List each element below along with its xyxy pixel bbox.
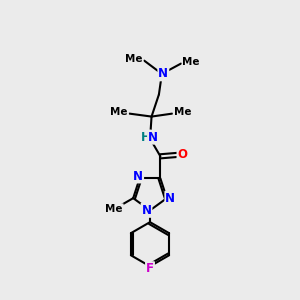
Text: N: N <box>165 192 175 205</box>
Text: Me: Me <box>105 204 123 214</box>
Text: Me: Me <box>182 57 200 67</box>
Text: Me: Me <box>174 107 191 117</box>
Text: H: H <box>141 131 151 144</box>
Text: Me: Me <box>125 54 143 64</box>
Text: N: N <box>158 68 168 80</box>
Text: O: O <box>178 148 188 161</box>
Text: N: N <box>148 131 158 144</box>
Text: N: N <box>133 169 143 182</box>
Text: N: N <box>142 204 152 217</box>
Text: F: F <box>146 262 154 275</box>
Text: Me: Me <box>110 107 128 117</box>
